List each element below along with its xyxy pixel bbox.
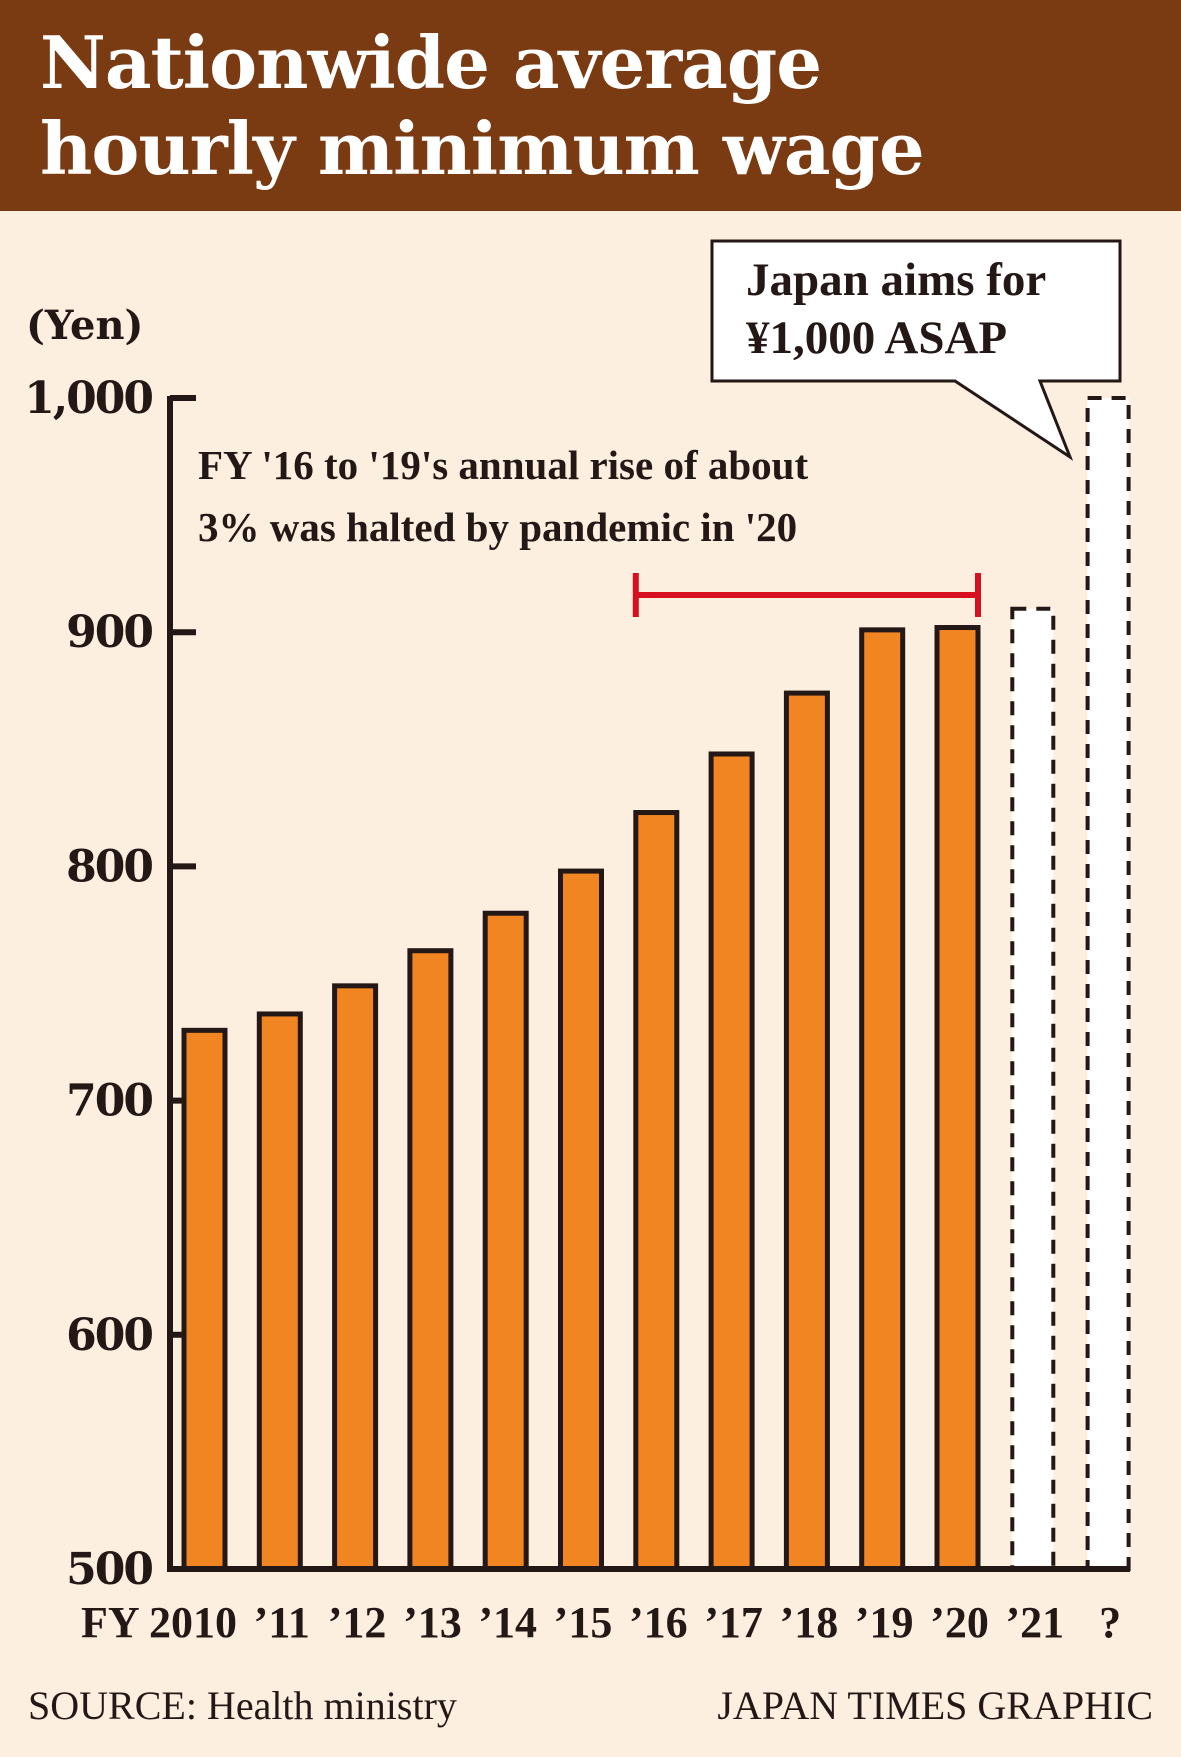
x-tick-label: ’16 bbox=[629, 1598, 688, 1647]
annotation-text: FY '16 to '19's annual rise of about 3% … bbox=[198, 434, 808, 558]
bar bbox=[482, 910, 529, 1572]
callout-bubble bbox=[710, 239, 1122, 461]
x-tick-label: ’21 bbox=[1005, 1598, 1064, 1647]
y-tick-label: 1,000 bbox=[24, 373, 152, 424]
bar bbox=[558, 868, 604, 1572]
y-tick-label: 800 bbox=[66, 841, 152, 892]
x-tick-label: ’11 bbox=[254, 1598, 310, 1647]
title-line-2: hourly minimum wage bbox=[40, 106, 925, 191]
source-credit: SOURCE: Health ministry bbox=[28, 1683, 457, 1728]
y-tick-label: 500 bbox=[66, 1544, 152, 1595]
projected-bar bbox=[1085, 396, 1131, 1571]
bar bbox=[256, 1011, 303, 1572]
x-tick-label: ’17 bbox=[704, 1598, 763, 1647]
bar bbox=[332, 983, 379, 1572]
bar bbox=[859, 627, 906, 1572]
bar bbox=[708, 751, 755, 1572]
callout-line-1: Japan aims for bbox=[746, 254, 1047, 306]
highlight-bracket bbox=[632, 573, 981, 617]
bar bbox=[783, 690, 830, 1572]
x-tick-label: ’15 bbox=[554, 1598, 613, 1647]
x-tick-label: ’14 bbox=[478, 1598, 537, 1647]
x-axis-labels: FY 2010 ’11 ’12 ’13 ’14 ’15 ’16 ’17 ’18 ’19 ’20 ’21… bbox=[81, 1598, 1121, 1647]
y-tick-label: 700 bbox=[66, 1076, 152, 1127]
callout-line-2: ¥1,000 ASAP bbox=[746, 312, 1008, 364]
x-tick-label: ? bbox=[1099, 1598, 1121, 1647]
x-tick-label: ’20 bbox=[930, 1598, 989, 1647]
bar bbox=[934, 625, 981, 1572]
bar bbox=[407, 948, 454, 1572]
bar bbox=[181, 1027, 228, 1572]
title-line-1: Nationwide average bbox=[40, 20, 822, 105]
y-axis-unit-label: (Yen) bbox=[26, 302, 144, 349]
callout-text: Japan aims for ¥1,000 ASAP bbox=[712, 241, 1120, 381]
header-banner: Nationwide average hourly minimum wage bbox=[0, 0, 1181, 211]
x-tick-label: FY 2010 bbox=[81, 1598, 237, 1647]
x-tick-label: ’19 bbox=[855, 1598, 914, 1647]
x-tick-label: ’13 bbox=[403, 1598, 462, 1647]
y-axis-ticks: 500 600 700 800 900 1,000 bbox=[24, 373, 196, 1595]
annotation-line-2: 3% was halted by pandemic in '20 bbox=[198, 504, 798, 550]
chart-title: Nationwide average hourly minimum wage bbox=[40, 20, 925, 192]
y-tick-label: 600 bbox=[66, 1310, 152, 1361]
bars bbox=[181, 396, 1131, 1572]
annotation-line-1: FY '16 to '19's annual rise of about bbox=[198, 442, 809, 488]
footer: SOURCE: Health ministry JAPAN TIMES GRAP… bbox=[28, 1682, 1153, 1729]
x-tick-label: ’12 bbox=[328, 1598, 387, 1647]
bar bbox=[633, 810, 680, 1572]
projected-bar bbox=[1010, 606, 1056, 1571]
y-tick-label: 900 bbox=[66, 607, 152, 658]
graphic-credit: JAPAN TIMES GRAPHIC bbox=[717, 1683, 1153, 1728]
x-tick-label: ’18 bbox=[780, 1598, 839, 1647]
